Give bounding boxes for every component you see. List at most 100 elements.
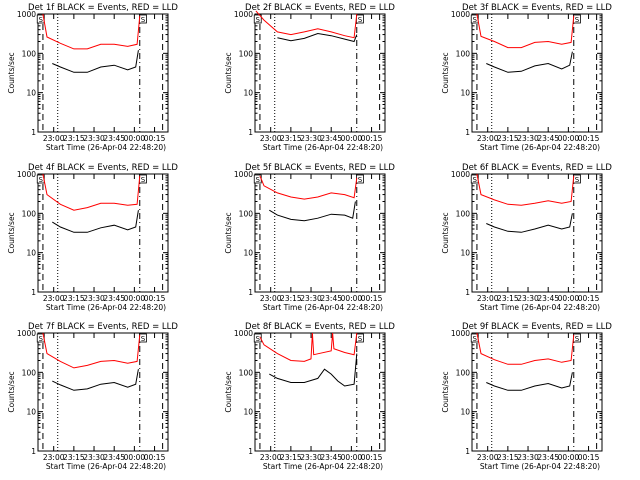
events-series-line bbox=[52, 50, 139, 73]
y-tick-label: 1000 bbox=[451, 10, 470, 19]
x-tick-label: 00:15 bbox=[144, 453, 166, 462]
x-tick-label: 23:15 bbox=[63, 134, 85, 143]
y-tick-label: 100 bbox=[22, 49, 37, 58]
detector-panel-7: Det 7f BLACK = Events, RED = LLD 1 10 100 10… bbox=[7, 322, 178, 471]
start-marker-label: S bbox=[141, 176, 146, 184]
x-tick-label: 23:15 bbox=[280, 453, 302, 462]
x-tick-label: 23:45 bbox=[103, 453, 125, 462]
x-tick-label: 00:00 bbox=[124, 453, 146, 462]
y-tick-label: 1 bbox=[31, 288, 36, 297]
x-tick-label: 23:30 bbox=[83, 453, 105, 462]
panel-title: Det 9f BLACK = Events, RED = LLD bbox=[462, 322, 612, 332]
x-tick-label: 23:00 bbox=[477, 134, 499, 143]
start-marker-label: S bbox=[575, 176, 580, 184]
y-tick-label: 1000 bbox=[17, 170, 36, 179]
start-marker-label: S bbox=[473, 176, 478, 184]
lld-series-line bbox=[476, 332, 575, 365]
y-tick-label: 100 bbox=[456, 49, 471, 58]
x-tick-label: 23:45 bbox=[320, 134, 342, 143]
x-axis-label: Start Time (26-Apr-04 22:48:20) bbox=[263, 303, 383, 312]
y-tick-label: 1 bbox=[248, 447, 253, 456]
y-tick-label: 1 bbox=[465, 128, 470, 137]
x-axis-label: Start Time (26-Apr-04 22:48:20) bbox=[46, 303, 166, 312]
x-tick-label: 23:30 bbox=[83, 294, 105, 303]
y-tick-label: 100 bbox=[239, 209, 254, 218]
x-tick-label: 00:00 bbox=[341, 294, 363, 303]
events-series-line bbox=[486, 51, 573, 73]
y-tick-label: 10 bbox=[26, 408, 36, 417]
plot-frame bbox=[471, 173, 603, 293]
x-tick-label: 00:00 bbox=[558, 134, 580, 143]
start-marker-label: S bbox=[575, 335, 580, 343]
x-tick-label: 23:00 bbox=[43, 294, 65, 303]
x-tick-label: 00:00 bbox=[558, 453, 580, 462]
x-tick-label: 23:15 bbox=[497, 294, 519, 303]
y-axis-label: Counts/sec bbox=[7, 212, 16, 253]
plot-frame bbox=[254, 332, 386, 452]
x-tick-label: 00:15 bbox=[578, 294, 600, 303]
y-tick-label: 10 bbox=[460, 408, 470, 417]
plot-frame bbox=[471, 13, 603, 133]
detector-panel-3: Det 3f BLACK = Events, RED = LLD 1 10 100 10… bbox=[441, 3, 612, 152]
x-tick-label: 00:15 bbox=[578, 453, 600, 462]
y-tick-label: 1 bbox=[31, 447, 36, 456]
x-tick-label: 23:45 bbox=[537, 453, 559, 462]
y-axis-label: Counts/sec bbox=[224, 52, 233, 93]
y-tick-label: 10 bbox=[460, 89, 470, 98]
plot-frame bbox=[471, 332, 603, 452]
start-marker-label: S bbox=[256, 176, 261, 184]
events-series-line bbox=[277, 32, 358, 43]
panel-title: Det 5f BLACK = Events, RED = LLD bbox=[245, 163, 395, 173]
x-tick-label: 23:15 bbox=[280, 294, 302, 303]
y-axis-label: Counts/sec bbox=[224, 371, 233, 412]
y-tick-label: 1 bbox=[248, 288, 253, 297]
start-marker-box bbox=[253, 14, 262, 24]
x-tick-label: 23:45 bbox=[320, 453, 342, 462]
detector-panel-6: Det 6f BLACK = Events, RED = LLD 1 10 100 10… bbox=[441, 163, 612, 312]
x-tick-label: 00:15 bbox=[361, 453, 383, 462]
x-tick-label: 00:00 bbox=[124, 294, 146, 303]
start-marker-label: S bbox=[473, 335, 478, 343]
x-tick-label: 23:30 bbox=[517, 294, 539, 303]
x-tick-label: 00:15 bbox=[144, 134, 166, 143]
y-tick-label: 1 bbox=[248, 128, 253, 137]
detector-panel-5: Det 5f BLACK = Events, RED = LLD 1 10 100 10… bbox=[224, 163, 395, 312]
x-tick-label: 23:00 bbox=[43, 453, 65, 462]
start-marker-label: S bbox=[141, 16, 146, 24]
lld-series-line bbox=[259, 332, 358, 362]
x-tick-label: 23:15 bbox=[63, 453, 85, 462]
x-tick-label: 00:00 bbox=[341, 453, 363, 462]
y-tick-label: 100 bbox=[239, 49, 254, 58]
start-marker-label: S bbox=[39, 176, 44, 184]
y-tick-label: 1000 bbox=[451, 170, 470, 179]
y-tick-label: 100 bbox=[22, 209, 37, 218]
x-tick-label: 23:15 bbox=[497, 134, 519, 143]
lld-series-line bbox=[42, 13, 141, 50]
start-marker-label: S bbox=[358, 16, 363, 24]
start-marker-label: S bbox=[473, 16, 478, 24]
start-marker-label: S bbox=[39, 335, 44, 343]
panel-title: Det 3f BLACK = Events, RED = LLD bbox=[462, 3, 612, 13]
x-tick-label: 23:00 bbox=[477, 453, 499, 462]
x-tick-label: 00:15 bbox=[578, 134, 600, 143]
y-axis-label: Counts/sec bbox=[7, 371, 16, 412]
y-tick-label: 1000 bbox=[451, 329, 470, 338]
y-tick-label: 100 bbox=[22, 368, 37, 377]
start-marker-label: S bbox=[575, 16, 580, 24]
x-tick-label: 23:45 bbox=[103, 294, 125, 303]
detector-panel-8: Det 8f BLACK = Events, RED = LLD 1 10 100 10… bbox=[224, 322, 395, 471]
panel-title: Det 1f BLACK = Events, RED = LLD bbox=[28, 3, 178, 13]
x-tick-label: 00:15 bbox=[144, 294, 166, 303]
lld-series-line bbox=[42, 173, 141, 211]
x-tick-label: 23:00 bbox=[260, 453, 282, 462]
y-tick-label: 10 bbox=[243, 408, 253, 417]
x-tick-label: 23:30 bbox=[83, 134, 105, 143]
x-tick-label: 23:45 bbox=[320, 294, 342, 303]
plot-frame bbox=[37, 13, 169, 133]
y-tick-label: 100 bbox=[239, 368, 254, 377]
lld-series-line bbox=[259, 175, 358, 200]
plot-frame bbox=[37, 173, 169, 293]
x-tick-label: 23:00 bbox=[260, 134, 282, 143]
x-axis-label: Start Time (26-Apr-04 22:48:20) bbox=[480, 303, 600, 312]
